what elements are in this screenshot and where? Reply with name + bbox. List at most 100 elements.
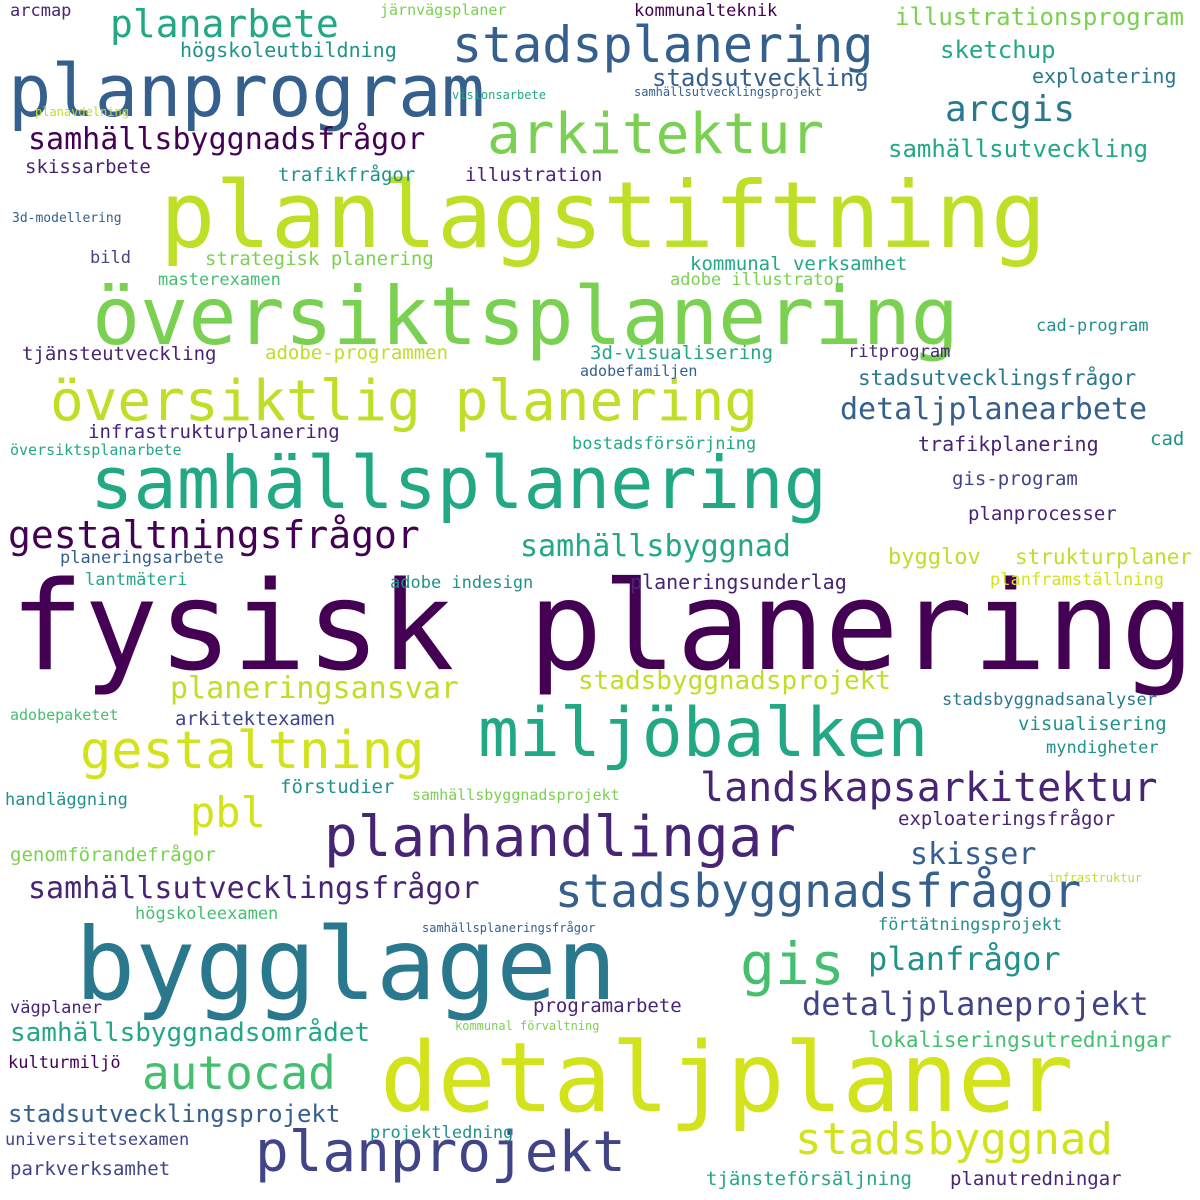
cloud-word: 3d-visualisering [590,342,774,364]
cloud-word: 3d-modellering [12,211,122,226]
cloud-word: programarbete [533,995,682,1017]
cloud-word: skisser [910,837,1037,872]
cloud-word: adobe-programmen [265,342,449,364]
cloud-word: stadsplanering [452,16,874,74]
cloud-word: stadsbyggnad [795,1114,1113,1165]
cloud-word: landskapsarkitektur [700,765,1158,811]
cloud-word: kommunal verksamhet [690,253,908,275]
cloud-word: myndigheter [1046,738,1159,758]
cloud-word: strukturplaner [1015,545,1193,569]
cloud-word: planframställning [990,570,1164,590]
cloud-word: bostadsförsörjning [572,434,757,454]
cloud-word: universitetsexamen [5,1130,190,1150]
cloud-word: lantmäteri [85,570,188,590]
cloud-word: masterexamen [158,270,281,290]
cloud-word: gestaltning [80,721,425,781]
cloud-word: planprocesser [968,503,1117,525]
cloud-word: genomförandefrågor [10,844,216,866]
cloud-word: cad [1150,428,1185,450]
cloud-word: planeringsarbete [60,548,224,568]
cloud-word: trafikplanering [918,432,1099,456]
cloud-word: strategisk planering [205,248,434,270]
cloud-word: planhandlingar [324,805,797,870]
cloud-word: gis [740,930,845,998]
cloud-word: planarbete [110,2,339,46]
cloud-word: stadsbyggnadsprojekt [578,666,892,696]
cloud-word: planeringsansvar [170,671,459,706]
cloud-word: infrastruktur [1048,871,1142,885]
cloud-word: kulturmiljö [8,1053,121,1073]
cloud-word: samhällsbyggnadsområdet [10,1018,371,1048]
cloud-word: stadsbyggnadsfrågor [555,864,1082,918]
cloud-word: högskoleutbildning [180,38,397,62]
cloud-word: samhällsutvecklingsprojekt [634,85,822,99]
cloud-word: ritprogram [848,342,951,362]
cloud-word: trafikfrågor [278,164,416,186]
cloud-word: samhällsbyggnadsfrågor [28,122,426,157]
cloud-word: visionsarbete [452,88,546,102]
cloud-word: gestaltningsfrågor [8,513,420,557]
cloud-word: arcgis [945,89,1076,130]
cloud-word: arkitektur [487,102,825,167]
cloud-word: cad-program [1036,316,1149,336]
cloud-word: översiktlig planering [50,369,759,434]
cloud-word: illustrationsprogram [895,3,1184,31]
cloud-word: stadsbyggnadsanalyser [942,690,1157,710]
cloud-word: visualisering [1018,713,1167,735]
cloud-word: stadsutveckling [652,64,869,92]
cloud-word: gis-program [952,468,1078,490]
cloud-word: lokaliseringsutredningar [868,1028,1172,1052]
cloud-word: tjänsteutveckling [22,343,217,365]
cloud-word: planprogram [8,49,485,133]
cloud-word: bild [90,248,131,268]
cloud-word: planavdelning [35,105,129,119]
cloud-word: järnvägsplaner [380,1,507,19]
cloud-word: tjänsteförsäljning [706,1168,912,1190]
cloud-word: pbl [190,788,266,837]
cloud-word: samhällsplaneringsfrågor [422,921,596,935]
cloud-word: parkverksamhet [10,1158,171,1180]
cloud-word: arcmap [10,1,72,21]
cloud-word: översiktsplanering [92,270,959,363]
cloud-word: översiktsplanarbete [10,441,182,459]
cloud-word: detaljplaneprojekt [802,985,1149,1023]
cloud-word: planlagstiftning [160,162,1047,269]
cloud-word: handläggning [5,790,128,810]
cloud-word: stadsutvecklingsfrågor [858,366,1137,390]
cloud-word: förstudier [280,776,395,798]
cloud-word: förtätningsprojekt [878,915,1063,935]
cloud-word: sketchup [940,36,1056,64]
cloud-word: kommunalteknik [634,1,778,21]
cloud-word: samhällsbyggnadsprojekt [412,786,620,804]
cloud-word: vägplaner [10,998,103,1018]
cloud-word: miljöbalken [478,694,929,773]
cloud-word: planprojekt [255,1120,626,1185]
cloud-word: kommunal förvaltning [455,1019,600,1033]
cloud-word: autocad [142,1046,336,1100]
cloud-word: stadsutvecklingsprojekt [8,1100,341,1128]
cloud-word: planutredningar [950,1168,1122,1190]
cloud-word: samhällsplanering [90,441,827,525]
cloud-word: adobe indesign [390,573,534,593]
cloud-word: planeringsunderlag [630,570,847,594]
cloud-word: detaljplaner [380,1022,1074,1134]
cloud-word: arkitektexamen [175,708,336,730]
cloud-word: planfrågor [868,940,1061,978]
cloud-word: projektledning [370,1123,514,1143]
cloud-word: bygglagen [75,906,617,1023]
cloud-word: adobepaketet [10,706,119,724]
cloud-word: exploatering [1032,64,1177,88]
cloud-word: adobefamiljen [580,362,698,380]
cloud-word: detaljplanearbete [840,392,1148,427]
cloud-word: infrastrukturplanering [88,421,340,443]
cloud-word: skissarbete [25,156,151,178]
cloud-word: adobe illustrator [670,270,844,290]
cloud-word: samhällsbyggnad [520,529,791,564]
cloud-word: samhällsutvecklingsfrågor [28,871,480,906]
cloud-word: fysisk planering [10,556,1195,699]
cloud-word: samhällsutveckling [888,135,1149,163]
cloud-word: exploateringsfrågor [898,808,1116,830]
cloud-word: illustration [465,164,603,186]
cloud-word: högskoleexamen [135,904,279,924]
